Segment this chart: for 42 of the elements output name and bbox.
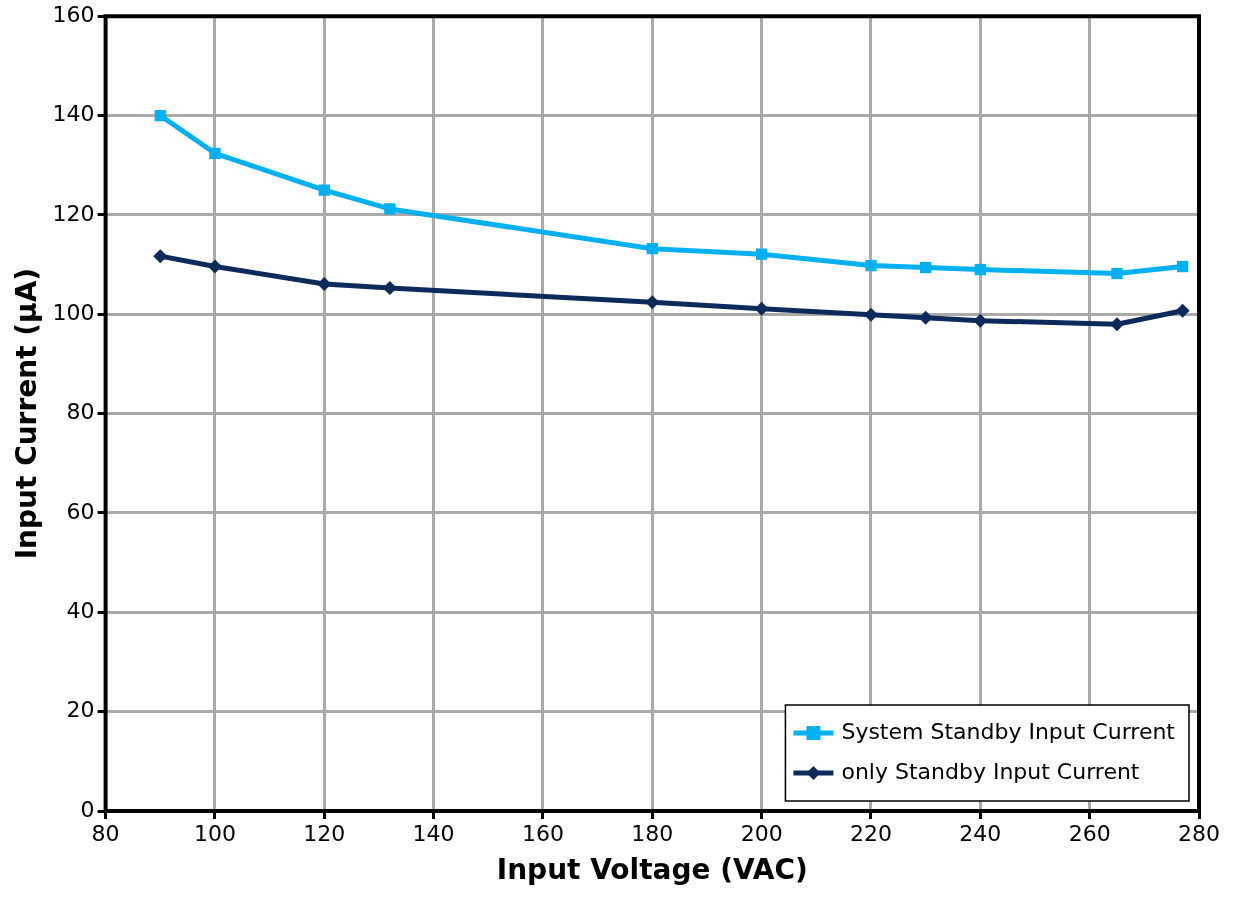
x-tick-label: 180 <box>631 820 674 846</box>
x-tick-label: 220 <box>849 820 892 846</box>
point <box>153 249 168 264</box>
y-axis-title: Input Current (µA) <box>10 267 44 560</box>
y-tick-label: 60 <box>66 498 95 524</box>
y-tick-label: 80 <box>66 399 95 425</box>
legend-label: only Standby Input Current <box>841 758 1140 784</box>
y-tick-label: 40 <box>66 598 95 624</box>
point <box>384 203 396 215</box>
point <box>1176 260 1189 273</box>
x-tick-label: 280 <box>1178 820 1220 846</box>
point <box>154 109 166 122</box>
x-tick-label: 100 <box>193 820 236 846</box>
point <box>207 259 222 274</box>
y-tick-label: 100 <box>52 299 95 325</box>
x-tick-label: 240 <box>959 820 1002 846</box>
point <box>919 261 932 274</box>
x-tick-label: 260 <box>1068 820 1111 846</box>
y-tick-label: 140 <box>52 101 95 127</box>
point <box>755 248 768 260</box>
point <box>645 295 660 310</box>
y-tick-label: 20 <box>66 697 95 723</box>
point <box>865 259 877 272</box>
point <box>1111 267 1123 280</box>
x-tick-label: 200 <box>740 820 783 846</box>
y-tick-label: 120 <box>52 200 95 226</box>
point <box>973 313 988 328</box>
point <box>318 184 330 196</box>
x-tick-label: 80 <box>91 820 120 846</box>
x-tick-label: 120 <box>303 820 346 846</box>
x-tick-label: 160 <box>521 820 564 846</box>
point <box>1175 303 1190 318</box>
point <box>754 301 769 316</box>
point <box>209 147 221 159</box>
legend-label: System Standby Input Current <box>841 718 1176 744</box>
x-tick-label: 140 <box>412 820 455 846</box>
y-tick-label: 160 <box>52 1 95 27</box>
point <box>974 263 986 276</box>
point <box>317 276 332 291</box>
y-tick-label: 0 <box>80 796 95 822</box>
x-axis-title: Input Voltage (VAC) <box>496 853 808 887</box>
point <box>646 243 658 255</box>
